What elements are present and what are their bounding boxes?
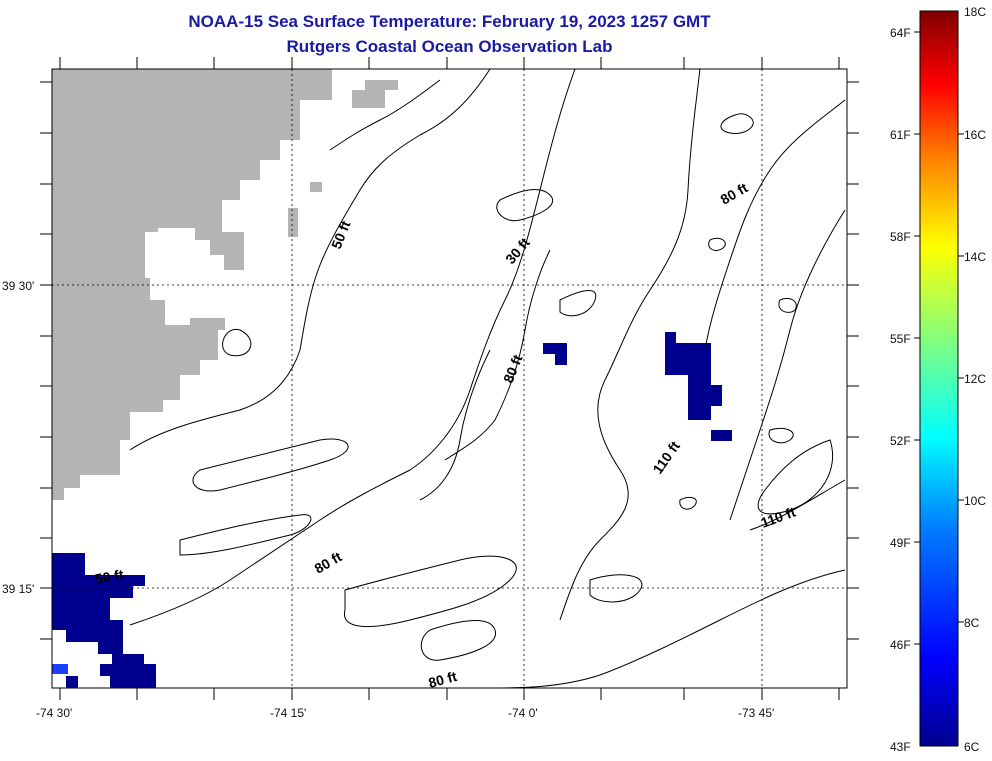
colorbar bbox=[919, 10, 959, 747]
colorbar-c-label: 12C bbox=[964, 372, 986, 386]
contour-label: 80 ft bbox=[427, 668, 459, 691]
colorbar-c-label: 18C bbox=[964, 5, 986, 19]
land-patch bbox=[288, 208, 298, 237]
cold-sst-pixels bbox=[52, 332, 732, 688]
colorbar-f-label: 61F bbox=[890, 128, 911, 142]
map-frame bbox=[51, 68, 848, 689]
colorbar-c-label: 8C bbox=[964, 616, 980, 630]
colorbar-f-label: 52F bbox=[890, 434, 911, 448]
y-tick-label: 39 15' bbox=[2, 582, 34, 596]
sst-pixel bbox=[52, 664, 68, 674]
x-tick-label: -74 15' bbox=[270, 706, 306, 720]
colorbar-f-label: 46F bbox=[890, 638, 911, 652]
map-title: NOAA-15 Sea Surface Temperature: Februar… bbox=[188, 12, 711, 31]
colorbar-c-label: 6C bbox=[964, 740, 980, 754]
colorbar-f-label: 58F bbox=[890, 230, 911, 244]
colorbar-f-label: 49F bbox=[890, 536, 911, 550]
colorbar-f-label: 64F bbox=[890, 26, 911, 40]
land-patch bbox=[352, 80, 398, 108]
grid-lines bbox=[52, 69, 847, 688]
bathymetry-contours bbox=[129, 69, 846, 688]
land-patch bbox=[96, 330, 145, 395]
colorbar-c-label: 10C bbox=[964, 494, 986, 508]
y-tick-label: 39 30' bbox=[2, 279, 34, 293]
colorbar-c-label: 14C bbox=[964, 250, 986, 264]
colorbar-c-label: 16C bbox=[964, 128, 986, 142]
colorbar-f-label: 43F bbox=[890, 740, 911, 754]
x-tick-label: -73 45' bbox=[738, 706, 774, 720]
colorbar-f-label: 55F bbox=[890, 332, 911, 346]
contour-label: 50 ft bbox=[94, 566, 125, 587]
x-tick-label: -74 0' bbox=[508, 706, 538, 720]
land-patch bbox=[310, 182, 322, 192]
tick-marks bbox=[40, 57, 859, 700]
colorbar-ticks bbox=[914, 31, 964, 645]
map-subtitle: Rutgers Coastal Ocean Observation Lab bbox=[286, 37, 613, 56]
x-tick-label: -74 30' bbox=[36, 706, 72, 720]
